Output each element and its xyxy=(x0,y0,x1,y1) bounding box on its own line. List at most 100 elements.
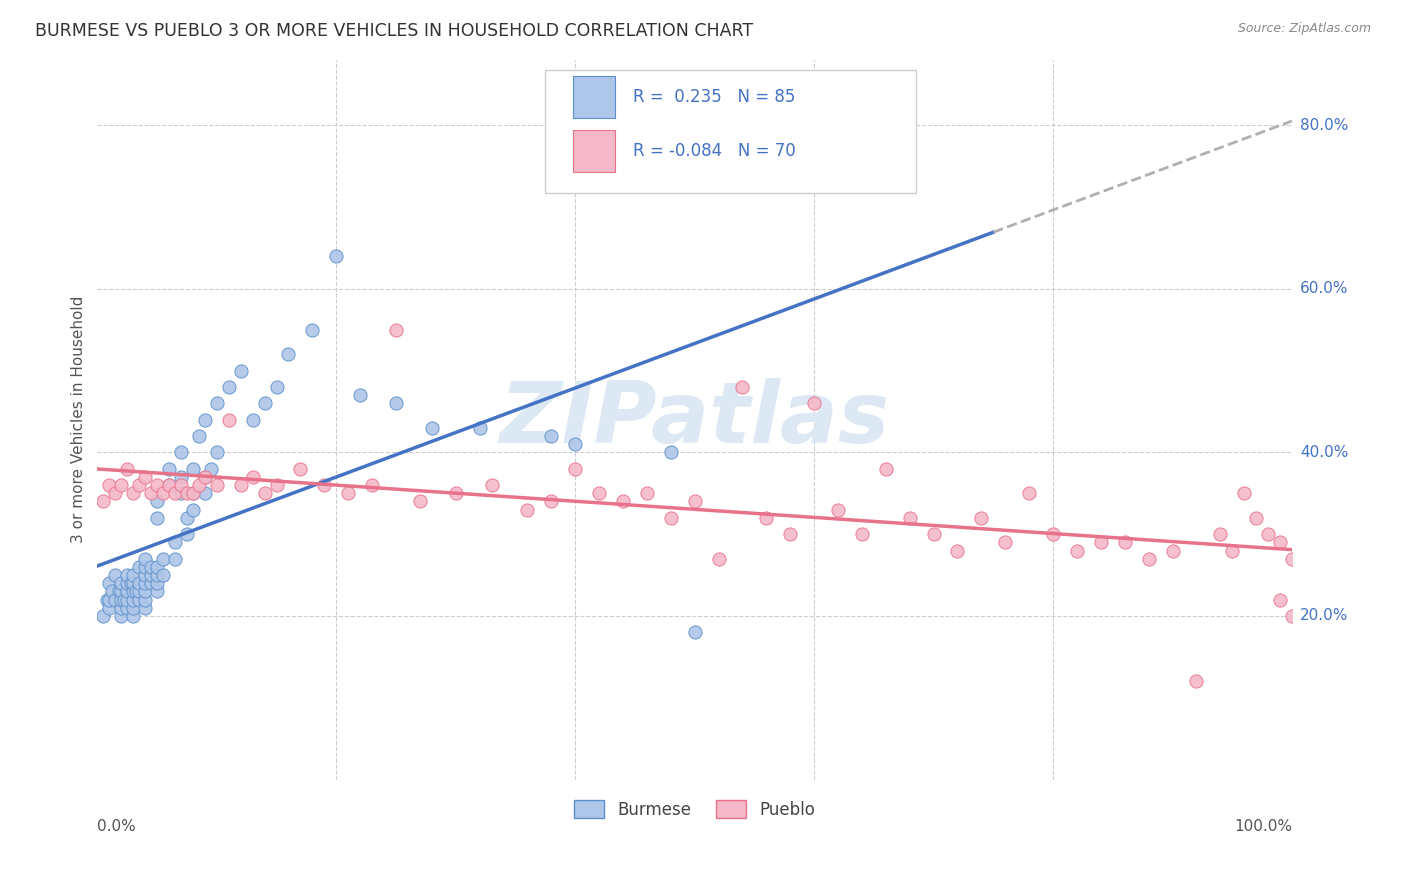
Text: 20.0%: 20.0% xyxy=(1301,608,1348,624)
Point xyxy=(253,396,276,410)
Point xyxy=(146,568,169,582)
Point xyxy=(176,510,198,524)
Point xyxy=(104,486,127,500)
Point xyxy=(146,478,169,492)
Point xyxy=(134,551,156,566)
Point xyxy=(146,510,169,524)
Point xyxy=(481,478,503,492)
Point xyxy=(146,560,169,574)
Point xyxy=(922,527,945,541)
Point xyxy=(612,494,634,508)
Point xyxy=(314,478,336,492)
Point xyxy=(187,429,209,443)
Point xyxy=(157,478,180,492)
Point xyxy=(385,396,408,410)
Point xyxy=(170,478,193,492)
Text: 80.0%: 80.0% xyxy=(1301,118,1348,133)
Point xyxy=(134,470,156,484)
Point xyxy=(157,478,180,492)
Point xyxy=(205,445,228,459)
Point xyxy=(1244,510,1267,524)
Point xyxy=(110,600,132,615)
Point xyxy=(110,584,132,599)
Point xyxy=(139,568,162,582)
Point xyxy=(139,486,162,500)
Text: R = -0.084   N = 70: R = -0.084 N = 70 xyxy=(633,142,796,160)
Point xyxy=(1220,543,1243,558)
Point xyxy=(444,486,467,500)
Y-axis label: 3 or more Vehicles in Household: 3 or more Vehicles in Household xyxy=(72,296,86,543)
Point xyxy=(122,609,145,624)
Point xyxy=(253,486,276,500)
Point xyxy=(139,576,162,591)
Point xyxy=(134,584,156,599)
Point xyxy=(218,412,240,426)
Point xyxy=(349,388,371,402)
Point xyxy=(139,560,162,574)
Point xyxy=(122,592,145,607)
Point xyxy=(205,396,228,410)
Point xyxy=(91,609,114,624)
Point xyxy=(115,576,138,591)
Point xyxy=(361,478,384,492)
Point xyxy=(218,380,240,394)
Text: ZIPatlas: ZIPatlas xyxy=(499,378,890,461)
Point xyxy=(1257,527,1279,541)
Point xyxy=(803,396,825,410)
FancyBboxPatch shape xyxy=(546,70,915,193)
Point xyxy=(181,486,204,500)
Point xyxy=(540,429,562,443)
Point xyxy=(134,560,156,574)
Point xyxy=(134,576,156,591)
Point xyxy=(779,527,801,541)
Point xyxy=(170,445,193,459)
Point xyxy=(146,494,169,508)
Point xyxy=(146,576,169,591)
Point xyxy=(146,584,169,599)
Point xyxy=(229,363,252,377)
Point xyxy=(242,412,264,426)
Point xyxy=(420,421,443,435)
Point xyxy=(124,584,146,599)
Point xyxy=(1268,535,1291,549)
Point xyxy=(1281,551,1303,566)
Point xyxy=(157,461,180,475)
Point xyxy=(540,494,562,508)
Point xyxy=(898,510,921,524)
Point xyxy=(1114,535,1136,549)
Text: BURMESE VS PUEBLO 3 OR MORE VEHICLES IN HOUSEHOLD CORRELATION CHART: BURMESE VS PUEBLO 3 OR MORE VEHICLES IN … xyxy=(35,22,754,40)
Point xyxy=(636,486,658,500)
Point xyxy=(564,461,586,475)
Point xyxy=(110,576,132,591)
Point xyxy=(1233,486,1256,500)
Text: 60.0%: 60.0% xyxy=(1301,281,1348,296)
Point xyxy=(115,592,138,607)
Point xyxy=(163,486,186,500)
Point xyxy=(588,486,610,500)
Point xyxy=(134,568,156,582)
Point xyxy=(194,486,217,500)
Point xyxy=(468,421,491,435)
Point xyxy=(187,478,209,492)
Point xyxy=(683,494,706,508)
Point xyxy=(152,568,174,582)
Point xyxy=(194,470,217,484)
Point xyxy=(134,592,156,607)
Point xyxy=(170,486,193,500)
Text: R =  0.235   N = 85: R = 0.235 N = 85 xyxy=(633,88,794,106)
Point xyxy=(659,445,682,459)
Point xyxy=(325,249,347,263)
Point xyxy=(266,380,288,394)
Point xyxy=(104,568,127,582)
Point xyxy=(194,470,217,484)
Point xyxy=(115,584,138,599)
Text: Source: ZipAtlas.com: Source: ZipAtlas.com xyxy=(1237,22,1371,36)
Point xyxy=(110,609,132,624)
Point xyxy=(181,486,204,500)
Point xyxy=(122,568,145,582)
FancyBboxPatch shape xyxy=(572,130,614,172)
Legend: Burmese, Pueblo: Burmese, Pueblo xyxy=(567,794,823,825)
Point xyxy=(659,510,682,524)
Point xyxy=(1268,592,1291,607)
Point xyxy=(170,470,193,484)
